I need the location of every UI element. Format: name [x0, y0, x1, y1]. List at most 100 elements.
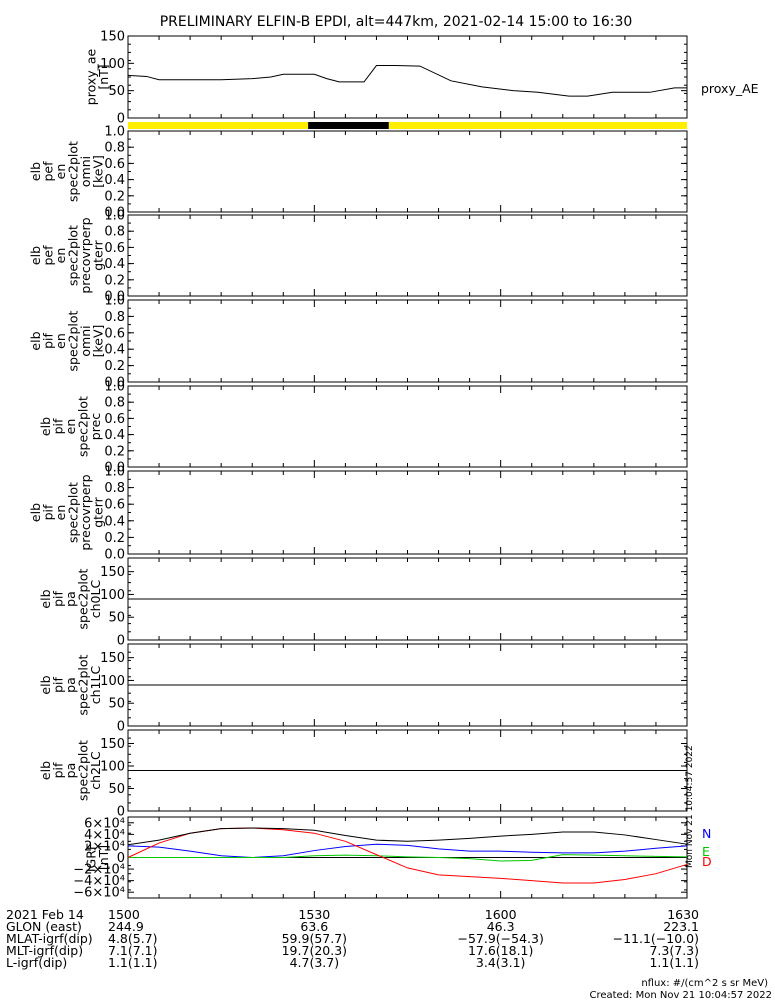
panel-9-ytick-label: 150: [100, 651, 125, 666]
panel-11: −6×10⁴−4×10⁴−2×10⁴02×10⁴4×10⁴6×10⁴IGRF[n…: [73, 745, 711, 900]
panel-1-ylabel-line: proxy_ae: [84, 48, 99, 105]
panel-6-ytick-label: 0.4: [104, 428, 125, 443]
panel-5-ytick-label: 1.0: [104, 294, 125, 309]
panel-7-ylabel-line: precovrperp: [78, 474, 93, 550]
panel-5-ylabel-line: elb: [28, 331, 43, 350]
panel-9-ytick-label: 100: [100, 674, 125, 689]
panel-3-frame: [127, 130, 688, 213]
panel-8-ytick-label: 100: [100, 588, 125, 603]
panel-6-ytick-label: 0.2: [104, 444, 125, 459]
panel-6-ytick-label: 1.0: [104, 380, 125, 395]
igrf-side-note: Mon Nov 21 10:04:57 2022: [685, 745, 695, 868]
panel-4-ylabel-line: gterr: [91, 239, 106, 270]
panel-5-ylabel-line: [keV]: [91, 325, 106, 358]
panel-7-ytick-label: 0.0: [104, 548, 125, 563]
panel-4-ylabel-line: precovrperp: [78, 217, 93, 293]
panel-6-ytick-label: 0.0: [104, 461, 125, 476]
sunlight-segment-eclipse: [308, 122, 389, 129]
panel-3-ytick-label: 0.2: [104, 189, 125, 204]
panel-6-ytick-label: 0.6: [104, 412, 125, 427]
footer-units: nflux: #/(cm^2 s sr MeV): [641, 978, 768, 989]
axis-column-value: 4.7(3.7): [290, 955, 340, 970]
panel-11-ytick-label: 6×10⁴: [84, 816, 125, 831]
axis-column-value: 7.1(7.1): [108, 943, 158, 958]
igrf-legend-D: D: [702, 854, 712, 869]
panel-3-ytick-label: 0.6: [104, 157, 125, 172]
axis-row-label: L-igrf(dip): [6, 955, 67, 970]
panel-11-ytick-label: 0: [117, 851, 125, 866]
igrf-legend-E: E: [702, 844, 710, 859]
axis-row-label: MLAT-igrf(dip): [6, 931, 93, 946]
panel-1-frame: [127, 35, 688, 119]
panel-4-ytick-label: 0.2: [104, 273, 125, 288]
panel-4-frame: [127, 214, 688, 297]
axis-row-label: GLON (east): [6, 919, 82, 934]
igrf-E-line: [128, 854, 688, 862]
proxy-ae-legend: proxy_AE: [701, 81, 759, 96]
axis-column-value: 3.4(3.1): [476, 955, 526, 970]
panel-5-ytick-label: 0.8: [104, 310, 125, 325]
panel-3-ylabel-line: elb: [28, 162, 43, 181]
panel-9-ylabel-line: ch1LC: [88, 666, 103, 705]
panel-4-ytick-label: 0.4: [104, 257, 125, 272]
panel-9-ylabel-line: pif: [51, 676, 66, 692]
panel-3-ylabel-line: spec2plot: [66, 141, 81, 202]
panel-8-ylabel-line: elb: [38, 589, 53, 608]
panel-4-ytick-label: 0.6: [104, 241, 125, 256]
axis-row-label: 2021 Feb 14: [6, 907, 84, 922]
panel-7-ytick-label: 0.6: [104, 498, 125, 513]
panel-5-ytick-label: 0.0: [104, 376, 125, 391]
igrf-legend-N: N: [702, 826, 711, 841]
axis-column-value: 1630: [667, 907, 699, 922]
panel-5-ylabel-line: spec2plot: [66, 310, 81, 371]
panel-9-ylabel-line: spec2plot: [76, 654, 91, 715]
panel-8-ytick-label: 50: [108, 611, 125, 626]
panel-7-ytick-label: 0.4: [104, 514, 125, 529]
panel-11-ytick-label: −6×10⁴: [73, 886, 125, 901]
panel-10-ytick-label: 0: [117, 805, 125, 820]
panel-3-ytick-label: 0.8: [104, 141, 125, 156]
proxy-ae-line: [127, 65, 687, 97]
axis-column-value: 46.3: [487, 919, 515, 934]
axis-column-value: 223.1: [663, 919, 699, 934]
panel-10-ylabel-line: elb: [38, 761, 53, 780]
panel-7-ylabel-line: elb: [28, 503, 43, 522]
panel-6-ylabel-line: spec2plot: [76, 396, 91, 457]
panel-3-ylabel-line: [keV]: [91, 155, 106, 188]
panel-8-ylabel-line: ch0LC: [88, 580, 103, 619]
panel-5: 0.0 0.20.4 0.60.81.0 elbpifenspec2plotomni[…: [28, 294, 688, 391]
axis-column-value: 63.6: [300, 919, 328, 934]
axis-column-value: 1.1(1.1): [649, 955, 699, 970]
panel-1-ytick-label: 100: [100, 57, 125, 72]
panel-11-ytick-label: 4×10⁴: [84, 828, 125, 843]
panel-4-ylabel-line: en: [53, 248, 68, 264]
panel-1-ytick-label: 150: [100, 30, 125, 45]
panel-11-ytick-label: 2×10⁴: [84, 839, 125, 854]
panel-7-ylabel-line: pif: [41, 504, 56, 520]
axis-column-value: 19.7(20.3): [282, 943, 347, 958]
axis-column-value: 17.6(18.1): [468, 943, 533, 958]
panel-3: 0.00.20.40.60.81.0elbpefenspec2plotomni[…: [28, 125, 688, 221]
panel-10-ytick-label: 50: [108, 782, 125, 797]
panel-6-ylabel-line: elb: [38, 417, 53, 436]
panel-4-ylabel-line: spec2plot: [66, 225, 81, 286]
panel-2: [128, 122, 687, 129]
axis-column-value: −57.9(−54.3): [457, 931, 543, 946]
panel-7-ytick-label: 1.0: [104, 465, 125, 480]
panel-10-ytick-label: 100: [100, 760, 125, 775]
panel-4-ytick-label: 1.0: [104, 209, 125, 224]
panel-10-ylabel-line: pa: [63, 763, 78, 779]
panel-3-ytick-label: 0.0: [104, 206, 125, 221]
plot-title: PRELIMINARY ELFIN-B EPDI, alt=447km, 202…: [160, 14, 633, 30]
panel-10-ylabel-line: pif: [51, 762, 66, 778]
panel-11-ytick-label: −2×10⁴: [73, 863, 125, 878]
panel-7-ylabel-line: en: [53, 505, 68, 521]
axis-column-value: 7.3(7.3): [649, 943, 699, 958]
axis-column-value: 1600: [485, 907, 517, 922]
